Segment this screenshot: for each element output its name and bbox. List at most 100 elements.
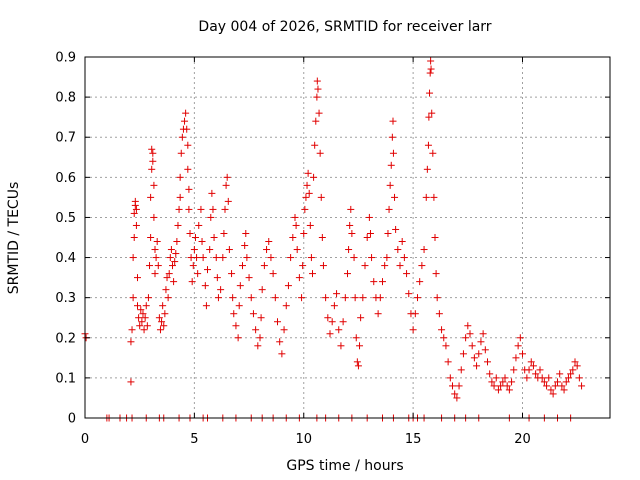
data-point <box>289 234 297 241</box>
data-point <box>328 318 336 326</box>
data-point <box>136 322 144 330</box>
data-point <box>229 294 237 302</box>
data-point <box>138 318 146 326</box>
data-point <box>137 306 145 314</box>
data-point <box>345 246 353 254</box>
data-point <box>149 149 157 157</box>
data-point <box>165 270 173 278</box>
data-point <box>492 374 500 382</box>
data-point <box>470 354 478 362</box>
data-point <box>176 173 184 181</box>
data-point <box>383 254 391 262</box>
data-point <box>243 254 251 262</box>
data-point <box>149 157 157 165</box>
y-tick-label: 0.7 <box>55 131 76 146</box>
data-point <box>130 209 138 217</box>
data-point <box>536 366 544 374</box>
data-point <box>547 386 555 394</box>
x-tick-label: 5 <box>190 432 198 447</box>
data-point <box>263 246 271 254</box>
data-point <box>143 322 151 330</box>
data-point <box>351 294 359 302</box>
data-point <box>394 246 402 254</box>
data-point <box>481 346 489 354</box>
data-point <box>225 246 233 254</box>
data-point <box>348 229 356 237</box>
data-point <box>374 310 382 318</box>
data-point <box>222 181 230 189</box>
data-point <box>354 362 362 370</box>
data-point <box>551 382 559 390</box>
data-point <box>418 262 426 270</box>
data-point <box>184 141 192 149</box>
data-point <box>309 270 316 278</box>
data-point <box>388 133 396 141</box>
x-tick-label: 0 <box>81 432 89 447</box>
data-point <box>466 330 474 338</box>
data-point <box>562 378 570 386</box>
data-point <box>326 330 334 338</box>
data-point <box>304 169 312 177</box>
data-point <box>423 165 431 173</box>
data-point <box>252 326 260 334</box>
data-point <box>298 294 306 302</box>
data-point <box>223 173 231 181</box>
data-point <box>197 205 205 213</box>
data-point <box>301 205 309 213</box>
data-point <box>176 193 184 201</box>
data-point <box>392 225 400 233</box>
data-point <box>573 362 581 370</box>
data-point <box>147 193 155 201</box>
data-point <box>306 221 314 229</box>
data-point <box>468 342 476 350</box>
data-point <box>293 246 301 254</box>
data-point <box>142 302 150 310</box>
data-point <box>429 149 437 157</box>
data-point <box>424 141 432 149</box>
data-point <box>190 246 198 254</box>
data-point <box>545 374 553 382</box>
x-tick-label: 20 <box>514 432 531 447</box>
data-point <box>473 362 481 370</box>
x-axis: 0 5 10 15 20 <box>81 57 531 447</box>
data-point <box>235 302 243 310</box>
data-point <box>564 374 572 382</box>
data-point <box>346 221 354 229</box>
data-point <box>431 234 439 241</box>
data-point <box>543 382 551 390</box>
data-point <box>451 390 459 398</box>
data-point <box>486 370 494 378</box>
data-point <box>391 193 399 201</box>
data-point <box>398 238 406 246</box>
data-point <box>322 294 330 302</box>
data-point <box>414 294 421 302</box>
data-point <box>453 394 461 402</box>
data-point <box>181 117 189 125</box>
data-point <box>427 65 435 73</box>
data-point <box>313 77 321 85</box>
data-point <box>206 246 214 254</box>
data-point <box>514 342 522 350</box>
data-point <box>131 197 139 205</box>
y-tick-label: 0.1 <box>55 371 76 386</box>
data-point <box>484 358 491 366</box>
data-point <box>370 278 378 286</box>
data-point <box>242 229 250 237</box>
data-point <box>381 262 389 270</box>
data-point <box>365 213 373 221</box>
data-point <box>527 358 535 366</box>
data-point <box>339 318 347 326</box>
data-point <box>440 334 448 342</box>
data-point <box>400 254 408 262</box>
data-point <box>151 246 159 254</box>
data-point <box>516 334 524 342</box>
data-point <box>578 382 586 390</box>
data-point <box>280 326 288 334</box>
data-point <box>193 254 201 262</box>
data-point <box>405 290 413 298</box>
data-point <box>317 193 325 201</box>
data-point <box>276 338 284 346</box>
data-point <box>224 197 232 205</box>
data-point <box>245 274 253 282</box>
